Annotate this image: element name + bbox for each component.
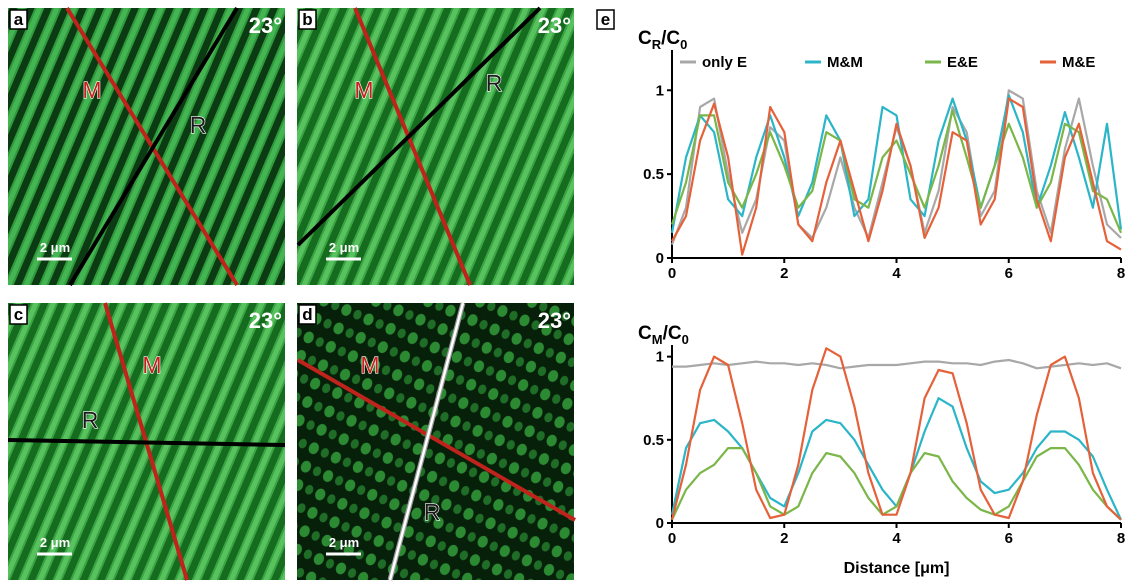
x-tick-label: 6: [1005, 530, 1013, 547]
panel-label: c: [14, 305, 23, 324]
panel-label-box: [298, 304, 317, 325]
panel-label-box: [9, 304, 28, 325]
line-r: [7, 438, 286, 447]
image-panels: a 23° M R 2 μm b 23° M R 2 μm c 23° M R 2 μm d 23° M R 2 μm: [7, 6, 577, 581]
x-tick-label: 2: [780, 530, 788, 547]
m-label: M: [82, 77, 101, 103]
x-tick-label: 0: [668, 265, 676, 282]
m-label: M: [354, 77, 373, 103]
scale-label: 2 μm: [329, 240, 359, 255]
panel-label: e: [601, 10, 610, 29]
series-line: [671, 447, 1122, 521]
y-tick-label: 0.5: [643, 166, 664, 183]
micrograph: [8, 8, 285, 285]
angle-label: 23°: [538, 308, 571, 333]
x-tick-label: 8: [1117, 265, 1125, 282]
m-label: M: [142, 352, 161, 378]
scale-label: 2 μm: [329, 535, 359, 550]
y-axis-label-part: M: [652, 332, 663, 347]
angle-label: 23°: [249, 13, 282, 38]
y-axis-label-part: /C: [663, 323, 682, 344]
panel-label: b: [302, 10, 312, 29]
scale-label: 2 μm: [40, 240, 70, 255]
y-tick-label: 1: [656, 349, 664, 366]
series-line: [670, 109, 1123, 234]
angle-label: 23°: [249, 308, 282, 333]
line-m: [296, 358, 577, 522]
y-axis-label-part: C: [638, 323, 652, 344]
x-tick-label: 6: [1005, 265, 1013, 282]
y-axis-label-part: C: [638, 28, 652, 49]
x-tick-label: 4: [892, 530, 901, 547]
y-tick-label: 0: [656, 250, 664, 267]
y-tick-label: 1: [656, 82, 664, 99]
y-axis-label-part: 0: [680, 37, 687, 52]
scale-label: 2 μm: [40, 535, 70, 550]
x-tick-label: 2: [780, 265, 788, 282]
series-line: [670, 347, 1122, 521]
x-axis-label: Distance [μm]: [844, 560, 950, 577]
x-tick-label: 8: [1117, 530, 1125, 547]
x-tick-label: 4: [892, 265, 901, 282]
legend-label: only E: [702, 54, 747, 71]
r-label: R: [424, 499, 441, 525]
line-m: [353, 7, 472, 286]
r-label: R: [82, 407, 99, 433]
y-axis-label-part: R: [652, 37, 662, 52]
series-line: [672, 358, 1122, 370]
panel-label: a: [14, 10, 24, 29]
y-tick-label: 0.5: [643, 432, 664, 449]
y-axis-label-part: /C: [661, 28, 680, 49]
angle-label: 23°: [538, 13, 571, 38]
y-axis-label-part: 0: [682, 332, 689, 347]
line-r: [68, 6, 239, 287]
panel-label-box: [298, 9, 317, 30]
y-tick-label: 0: [656, 515, 664, 532]
line-r: [296, 6, 542, 247]
series-line: [670, 397, 1122, 521]
micrograph: [297, 8, 574, 285]
series-line: [671, 97, 1122, 256]
line-r: [388, 302, 465, 581]
legend-label: M&M: [827, 54, 863, 71]
r-label: R: [190, 112, 207, 138]
m-label: M: [360, 352, 379, 378]
legend-label: M&E: [1062, 54, 1095, 71]
panel-label-box: [596, 9, 615, 30]
legend-label: E&E: [947, 54, 978, 71]
r-label: R: [486, 70, 503, 96]
x-tick-label: 0: [668, 530, 676, 547]
panel-label-box: [9, 9, 28, 30]
y-axis-label: CM/C0: [638, 323, 689, 347]
y-axis-label: CR/C0: [638, 28, 687, 52]
panel-label: d: [302, 305, 312, 324]
